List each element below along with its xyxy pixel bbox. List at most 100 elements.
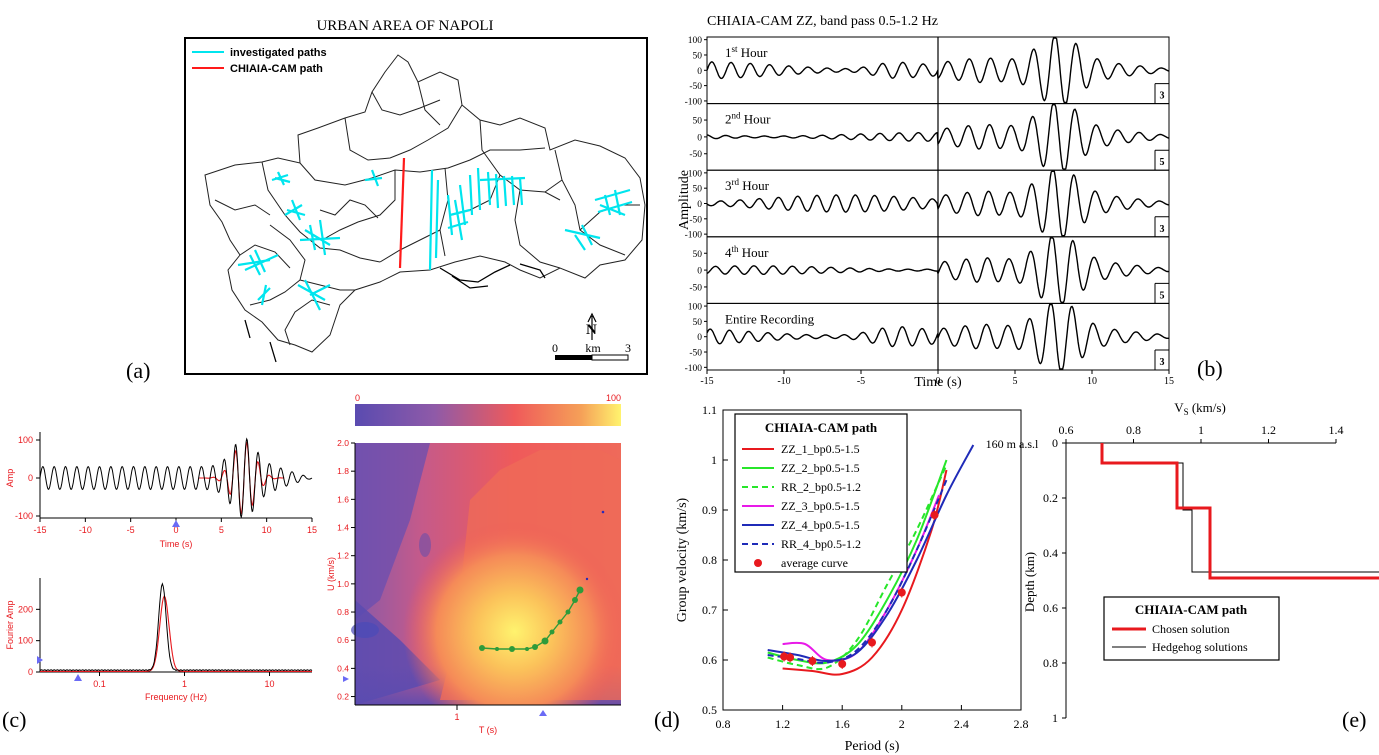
b-xtick: 5: [1013, 376, 1018, 387]
d-legend: CHIAIA-CAM path ZZ_1_bp0.5-1.5 ZZ_2_bp0.5-…: [734, 413, 908, 573]
d-xtick: 2.8: [1014, 717, 1029, 731]
c-seis-ytick: 100: [18, 435, 33, 445]
ftan-xlabel: T (s): [479, 725, 497, 735]
e-ylabel: Depth (km): [1022, 552, 1037, 612]
dispersion-curve: [767, 479, 948, 664]
panel-d-letter: (d): [654, 707, 680, 732]
d-xtick: 2: [899, 717, 905, 731]
c-spec-black-trace: [39, 582, 313, 672]
trace-label: 4th Hour: [725, 244, 769, 260]
average-curve-point: [930, 511, 939, 519]
panel-b-xlabel: Time (s): [914, 375, 962, 390]
e-xtick: 0.8: [1126, 423, 1141, 437]
trace-ytick: -100: [685, 231, 703, 241]
d-ylabel: Group velocity (km/s): [675, 497, 690, 622]
ftan-ytick: 0.8: [337, 607, 349, 617]
trace-ytick: 50: [693, 117, 703, 127]
d-legend-entry: RR_2_bp0.5-1.2: [781, 480, 861, 494]
e-legend-hedgehog: Hedgehog solutions: [1152, 640, 1248, 654]
panel-d-dispersion: 0.8 1.2 1.6 2 2.4 2.8 1.1 1 0.9 0.8 0.7 0.6 0.5 CHIA…: [654, 403, 1029, 754]
colorbar-min: 0: [355, 393, 360, 403]
b-xtick: -5: [857, 376, 865, 387]
b-xtick: 15: [1164, 376, 1174, 387]
trace-ytick: -50: [689, 150, 702, 160]
map-legend: investigated paths CHIAIA-CAM path: [192, 47, 327, 75]
ftan-ytick: 0.6: [337, 635, 349, 645]
trace-ytick: 100: [688, 169, 703, 179]
b-xtick: 10: [1087, 376, 1097, 387]
e-ytick: 0: [1052, 436, 1058, 450]
d-axis-ticks: 0.8 1.2 1.6 2 2.4 2.8 1.1 1 0.9 0.8 0.7 0.6 0.5: [702, 403, 1029, 731]
c-spec-ytick: 100: [18, 636, 33, 646]
ftan-dispersion-point: [525, 647, 529, 651]
trace-label: 3rd Hour: [725, 177, 770, 193]
ftan-image: 2.0 1.8 1.6 1.4 1.2 1.0 0.8 0.6 0.4 0.2 1 U (km/s)…: [326, 438, 621, 735]
e-ytick: 0.8: [1043, 656, 1058, 670]
trace-ytick: 50: [693, 318, 703, 328]
d-ytick: 0.9: [702, 503, 717, 517]
e-xtick: 1: [1198, 423, 1204, 437]
trace-corner-value: 3: [1160, 357, 1165, 368]
average-curve-point: [786, 653, 795, 662]
c-spec-xtick: 10: [264, 679, 274, 689]
c-seis-ytick: -100: [15, 511, 33, 521]
d-legend-entry: RR_4_bp0.5-1.2: [781, 537, 861, 551]
d-ytick: 0.7: [702, 603, 717, 617]
average-curve-point: [838, 660, 847, 668]
c-seis-red-trace: [198, 441, 285, 515]
panel-c-letter: (c): [2, 707, 26, 732]
c-seis-xtick: -15: [33, 525, 46, 535]
trace-ytick: 0: [697, 67, 702, 77]
c-spec-red-trace: [40, 595, 312, 672]
map-title: URBAN AREA OF NAPOLI: [316, 18, 493, 34]
d-xtick: 1.6: [835, 717, 850, 731]
trace-ytick: 0: [697, 133, 702, 143]
d-ytick: 0.8: [702, 553, 717, 567]
d-ytick: 0.6: [702, 653, 717, 667]
coastline: [244, 263, 546, 363]
average-curve-point: [868, 638, 876, 647]
trace-ytick: 0: [697, 200, 702, 210]
trace-ytick: 100: [688, 36, 703, 46]
colorbar-max: 100: [606, 393, 621, 403]
e-ytick: 0.2: [1043, 491, 1058, 505]
trace-ytick: 50: [693, 51, 703, 61]
average-curve-point: [808, 657, 817, 665]
d-legend-entry: ZZ_1_bp0.5-1.5: [781, 442, 860, 456]
b-xtick: -10: [777, 376, 790, 387]
c-seis-xtick: -10: [79, 525, 92, 535]
panel-b-title: CHIAIA-CAM ZZ, band pass 0.5-1.2 Hz: [707, 14, 938, 29]
c-seis-xtick: 5: [219, 525, 224, 535]
chiaia-cam-path: [398, 157, 406, 269]
c-spec-ylabel: Fourier Amp: [5, 600, 15, 649]
ftan-dispersion-point: [557, 619, 563, 625]
investigated-paths: [237, 167, 633, 311]
d-ytick: 1.1: [702, 403, 717, 417]
ftan-dispersion-point: [509, 646, 515, 652]
d-xtick: 0.8: [716, 717, 731, 731]
ftan-ytick: 1.0: [337, 579, 349, 589]
trace-corner-value: 3: [1160, 91, 1165, 102]
c-seis-ytick: 0: [28, 473, 33, 483]
d-legend-entry: ZZ_4_bp0.5-1.5: [781, 518, 860, 532]
e-xtick: 1.2: [1261, 423, 1276, 437]
d-legend-title: CHIAIA-CAM path: [765, 420, 878, 435]
ftan-colorbar: 0 100: [355, 393, 621, 426]
c-spectrum-ticks: 0.1 1 10 200 100 0: [18, 604, 275, 689]
trace-corner-value: 5: [1160, 157, 1165, 168]
panel-a-letter: (a): [126, 358, 150, 383]
ftan-ytick: 0.2: [337, 692, 349, 702]
panel-b-letter: (b): [1197, 356, 1223, 381]
dispersion-curve: [767, 464, 948, 671]
legend-chiaia-cam-path: CHIAIA-CAM path: [230, 63, 323, 75]
e-legend-title: CHIAIA-CAM path: [1135, 602, 1248, 617]
ftan-dispersion-point: [549, 629, 555, 635]
ftan-dispersion-point: [576, 586, 584, 594]
b-xtick: -15: [700, 376, 713, 387]
panel-a-map: URBAN AREA OF NAPOLI: [126, 18, 648, 383]
e-elevation: 160 m a.s.l: [986, 437, 1039, 451]
c-seis-xtick: 0: [173, 525, 178, 535]
c-spec-xtick: 1: [182, 679, 187, 689]
average-curve-point: [897, 588, 906, 597]
